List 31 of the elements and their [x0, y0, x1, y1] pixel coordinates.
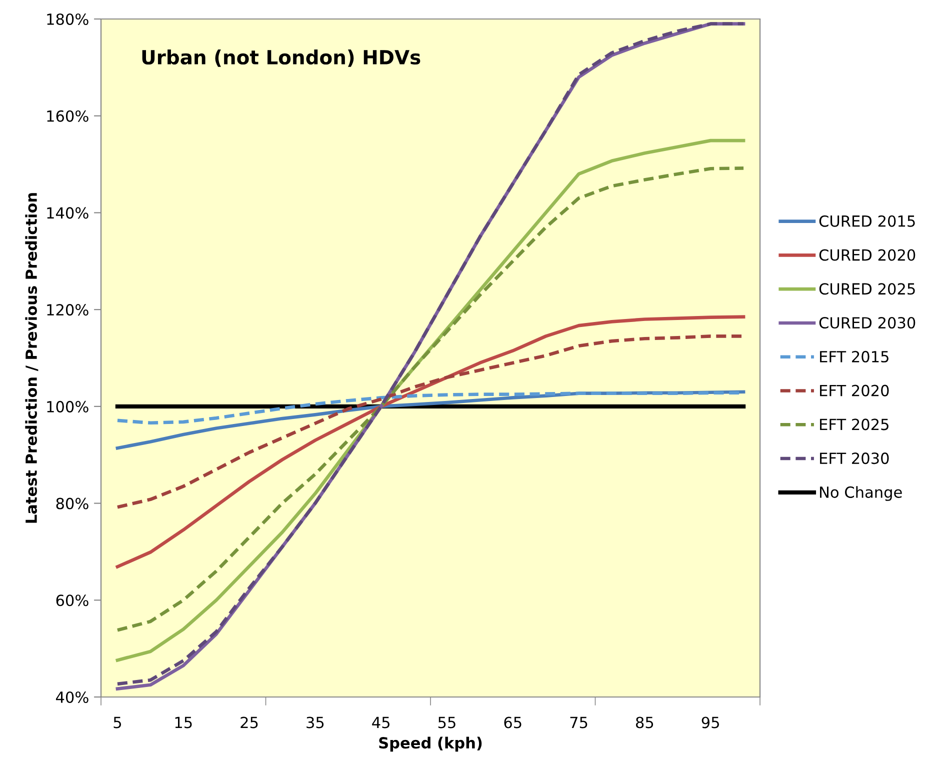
legend-label: EFT 2030	[820, 452, 889, 464]
legend-label: No Change	[820, 486, 902, 501]
legend-label: CURED 2020	[819, 249, 916, 261]
x-tick-label: 35	[306, 716, 324, 728]
y-tick-label: 180%	[47, 13, 88, 26]
legend-label: EFT 2020	[820, 384, 889, 396]
y-tick-label: 40%	[56, 691, 88, 704]
y-tick-label: 160%	[47, 110, 88, 122]
x-tick-label: 95	[702, 716, 719, 728]
x-axis-title: Speed (kph)	[379, 736, 482, 752]
legend-label: EFT 2025	[820, 418, 888, 430]
y-tick-label: 100%	[47, 400, 88, 412]
x-tick-label: 15	[175, 716, 192, 728]
y-tick-label: 120%	[47, 304, 88, 316]
x-tick-label: 5	[114, 716, 121, 728]
y-tick-label: 60%	[56, 594, 88, 606]
x-tick-label: 85	[636, 716, 654, 728]
legend-label: EFT 2015	[820, 350, 888, 362]
y-tick-label: 140%	[47, 207, 88, 219]
legend-label: CURED 2015	[819, 215, 915, 227]
x-tick-label: 75	[570, 716, 588, 728]
x-tick-label: 55	[438, 716, 456, 728]
text: Urban (not London) HDVs	[142, 50, 420, 67]
x-tick-label: 25	[240, 716, 258, 728]
x-tick-label: 45	[372, 716, 390, 728]
line-series	[116, 315, 746, 568]
y-tick-label: 80%	[56, 498, 88, 510]
legend-label: CURED 2030	[819, 316, 916, 329]
legend-label: CURED 2025	[819, 283, 915, 295]
x-tick-label: 65	[504, 716, 522, 728]
y-axis-title: Latest Prediction / Previous Prediction	[25, 193, 38, 523]
